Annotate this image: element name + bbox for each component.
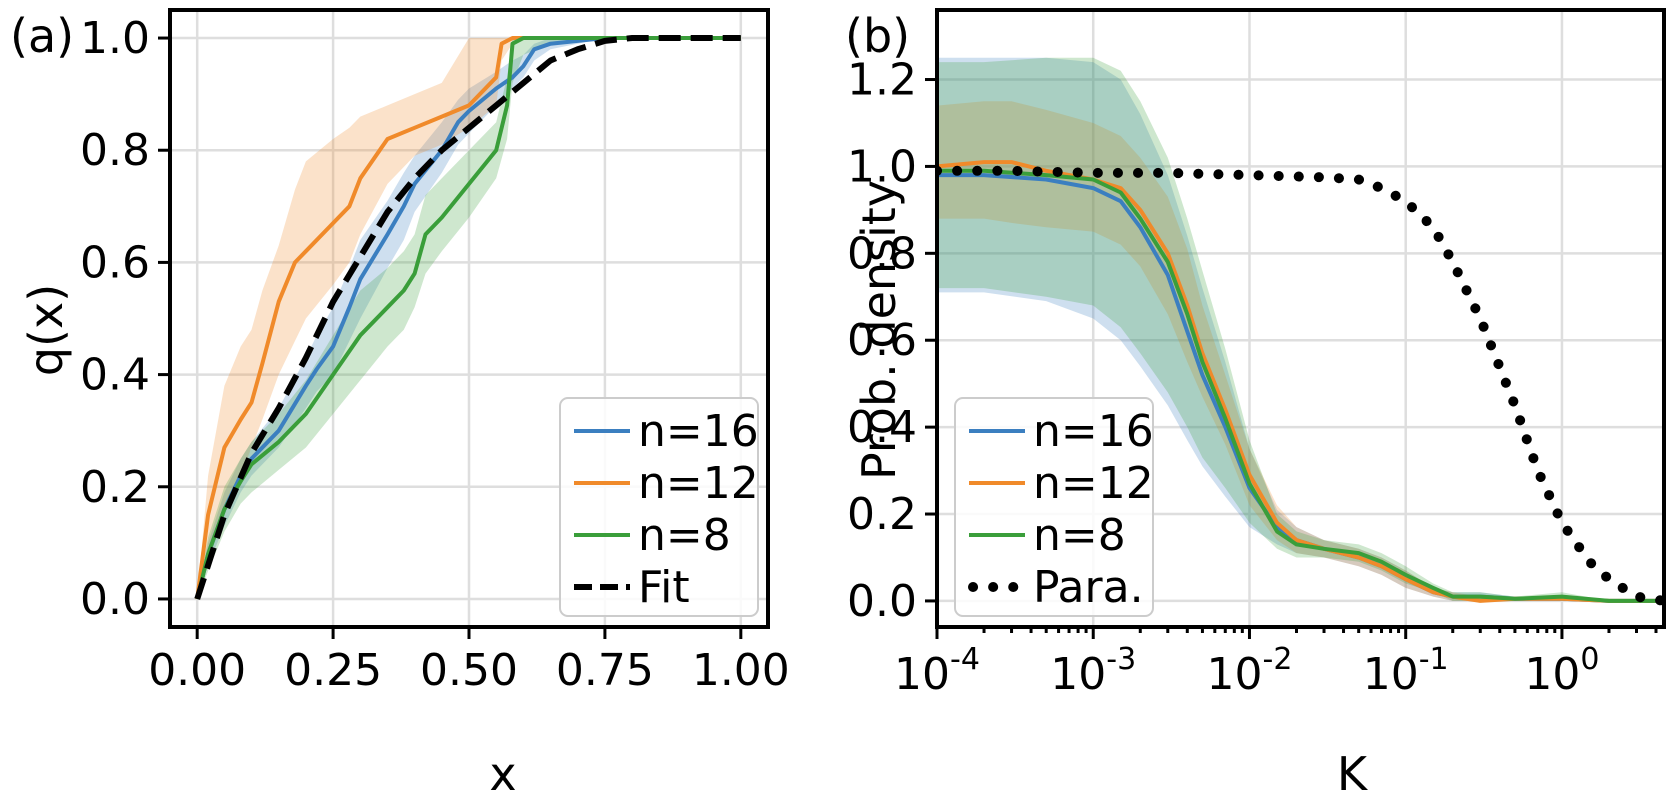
y-tick-label: 0.2	[80, 462, 150, 513]
legend-label-n-8: n=8	[638, 510, 731, 561]
bands-a	[197, 38, 741, 599]
x-tick-exponent: -3	[1106, 642, 1136, 677]
x-tick-base: 10	[1050, 649, 1106, 700]
x-tick-base: 10	[894, 649, 950, 700]
y-tick-label: 0.8	[847, 228, 917, 279]
y-axis-label-a: q(x)	[19, 284, 73, 376]
x-tick-exponent: -2	[1263, 642, 1293, 677]
y-tick-label: 1.2	[847, 55, 917, 106]
y-tick-label: 1.0	[80, 13, 150, 64]
x-tick-label: 1.00	[692, 645, 790, 696]
y-tick-label: 0.6	[80, 237, 150, 288]
legend-box	[559, 397, 759, 617]
series-line-n-8	[937, 168, 1664, 603]
panel-label-b: (b)	[845, 9, 910, 63]
axes-frame-b	[935, 8, 1666, 629]
x-tick-exponent: 0	[1580, 642, 1599, 677]
legend-label-n-12: n=12	[1033, 458, 1154, 509]
y-tick-label: 0.6	[847, 315, 917, 366]
y-tick-label: 0.0	[80, 574, 150, 625]
y-tick-label: 1.0	[847, 141, 917, 192]
x-axis-label-a: x	[489, 747, 516, 797]
x-tick-base: 10	[1524, 649, 1580, 700]
x-tick-label: 10-1	[1363, 642, 1449, 700]
x-tick-label: 0.75	[556, 645, 654, 696]
lines-b	[937, 160, 1664, 606]
y-tick-label: 0.2	[847, 489, 917, 540]
legend-label-n-8: n=8	[1033, 510, 1126, 561]
legend-label-n-16: n=16	[1033, 406, 1154, 457]
x-tick-label: 0.50	[420, 645, 518, 696]
legend-box	[954, 397, 1154, 617]
x-tick-base: 10	[1207, 649, 1263, 700]
x-tick-label: 0.25	[284, 645, 382, 696]
y-axis-label-b: Prob. density	[852, 180, 906, 480]
series-line-n-8	[195, 36, 741, 600]
ticks-a: 0.00 0.25 0.50 0.75 1.00 0.0 0.2 0.4 0.6 0.8 1.0	[80, 13, 790, 696]
series-line-fit	[194, 35, 741, 600]
lines-a	[194, 35, 741, 600]
x-tick-label: 100	[1524, 642, 1599, 700]
y-tick-label: 0.8	[80, 125, 150, 176]
x-tick-label: 10-3	[1050, 642, 1136, 700]
x-tick-label: 10-4	[894, 642, 980, 700]
band-n-12	[197, 38, 741, 599]
panel-a: 0.00 0.25 0.50 0.75 1.00 0.0 0.2 0.4 0.6 0.8 1.0 (…	[10, 8, 790, 797]
legend-label-n-12: n=12	[638, 458, 759, 509]
legend-label-n-16: n=16	[638, 406, 759, 457]
legend-label-para: Para.	[1033, 562, 1144, 613]
band-n-12	[937, 101, 1664, 601]
y-tick-label: 0.4	[847, 402, 917, 453]
legend-label-fit: Fit	[638, 562, 690, 613]
series-line-para	[937, 165, 1664, 606]
x-tick-exponent: -1	[1419, 642, 1449, 677]
x-tick-base: 10	[1363, 649, 1419, 700]
panel-b: 10-4 10-3 10-2 10-1 1000.00.20.40.60.81.01.2…	[845, 8, 1666, 797]
series-line-n-16	[195, 36, 741, 600]
x-tick-exponent: -4	[950, 642, 980, 677]
x-axis-label-b: K	[1337, 747, 1369, 797]
x-tick-label: 10-2	[1207, 642, 1293, 700]
panel-label-a: (a)	[10, 9, 74, 63]
y-tick-label: 0.0	[847, 576, 917, 627]
band-n-8	[197, 38, 741, 599]
x-tick-label: 0.00	[148, 645, 246, 696]
y-tick-label: 0.4	[80, 350, 150, 401]
